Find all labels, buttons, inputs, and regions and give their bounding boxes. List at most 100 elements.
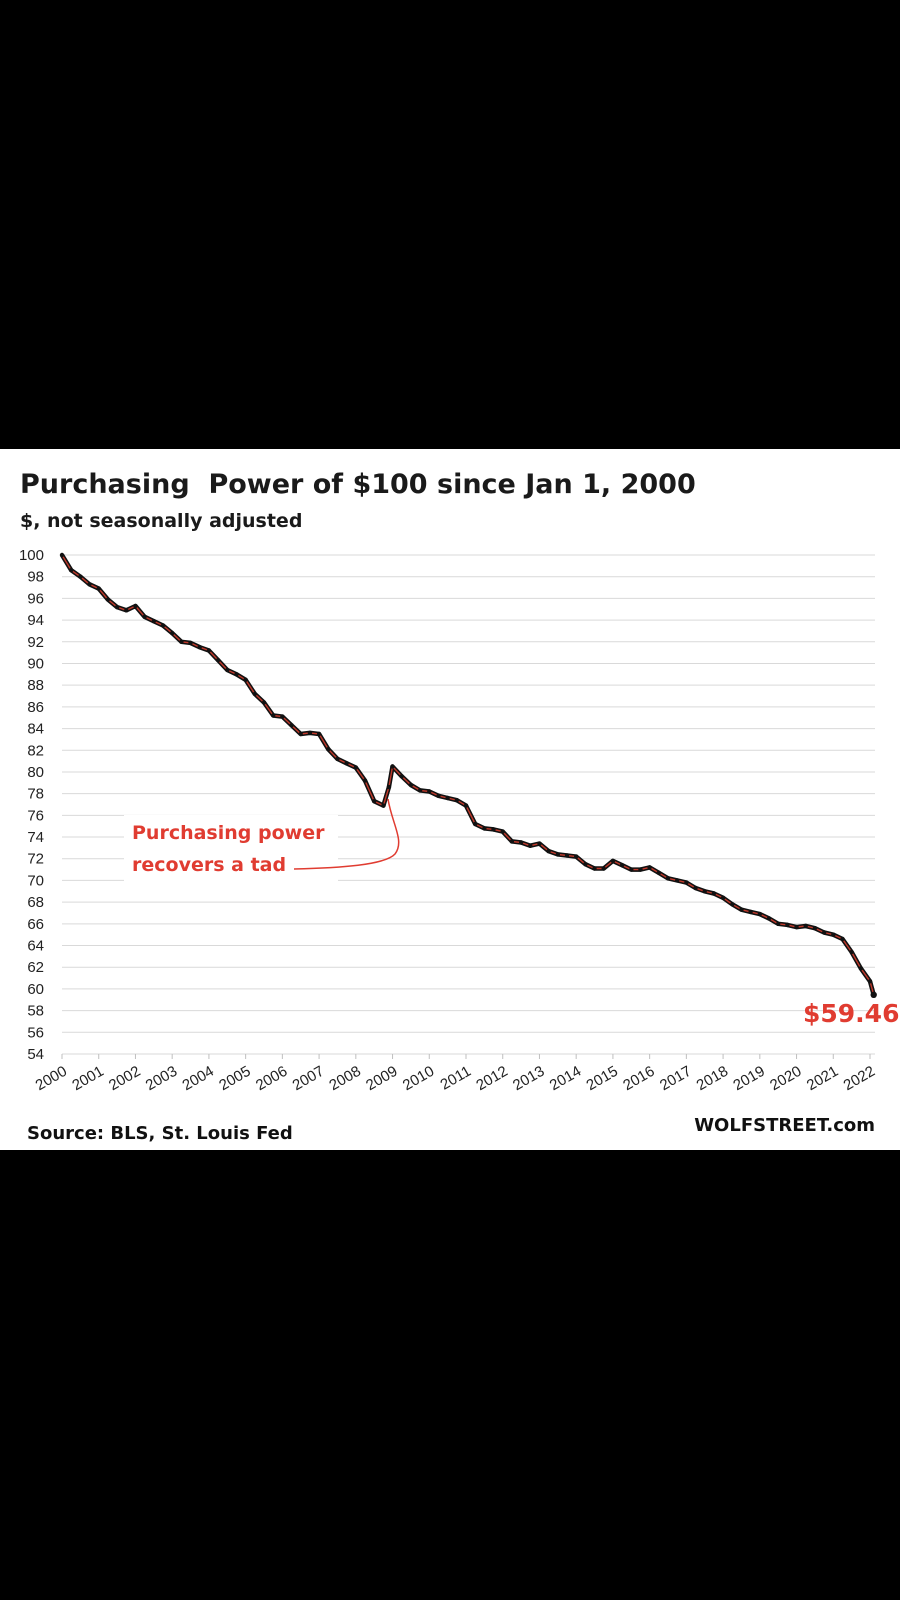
x-tick-label: 2000 [33, 1063, 70, 1094]
data-point [766, 916, 772, 921]
data-point [179, 639, 184, 644]
series-line-outline [60, 553, 876, 996]
y-tick-label: 72 [27, 851, 44, 868]
data-point [78, 574, 83, 579]
data-point [610, 858, 616, 864]
data-point [124, 608, 129, 613]
data-point [142, 614, 147, 619]
chart-svg: Purchasing Power of $100 since Jan 1, 20… [19, 469, 900, 1144]
data-point [831, 932, 836, 937]
y-tick-label: 90 [27, 655, 44, 672]
series-line [61, 554, 875, 995]
data-point [849, 949, 854, 955]
last-data-point [870, 991, 877, 998]
data-point [353, 765, 358, 770]
data-point [546, 848, 551, 854]
data-point [69, 568, 74, 573]
data-point [160, 623, 166, 628]
data-point [197, 645, 202, 650]
annotation-connector [293, 798, 400, 870]
y-tick-label: 60 [27, 981, 44, 998]
data-point [555, 852, 560, 857]
x-tick-label: 2015 [584, 1063, 621, 1094]
data-point [215, 658, 221, 663]
data-point [647, 865, 652, 870]
y-tick-label: 76 [27, 807, 44, 824]
data-point [528, 843, 533, 848]
last-value-label: $59.46 [803, 999, 899, 1028]
chart-subtitle: $, not seasonally adjusted [20, 510, 302, 532]
data-point [748, 909, 753, 915]
data-point [170, 630, 175, 636]
data-point [344, 761, 349, 766]
data-point [684, 880, 689, 885]
x-tick-label: 2012 [473, 1063, 510, 1094]
y-tick-label: 100 [19, 547, 44, 564]
data-point [665, 876, 671, 881]
data-point [316, 731, 322, 737]
y-tick-label: 92 [27, 634, 44, 651]
data-point [261, 700, 267, 705]
data-point [417, 788, 423, 793]
data-point [785, 922, 790, 928]
x-tick-label: 2016 [620, 1063, 657, 1094]
data-point [454, 798, 459, 803]
y-tick-label: 66 [27, 916, 44, 933]
data-point [298, 731, 303, 737]
data-point [592, 866, 597, 871]
x-tick-label: 2004 [180, 1063, 217, 1094]
data-point [390, 764, 395, 769]
data-point [87, 582, 92, 587]
y-tick-label: 58 [27, 1003, 44, 1020]
x-tick-label: 2011 [438, 1063, 474, 1094]
data-point [271, 713, 276, 718]
data-point [381, 803, 386, 808]
x-tick-label: 2001 [69, 1063, 106, 1094]
data-point [757, 911, 762, 917]
data-point [105, 597, 111, 602]
data-point [867, 979, 873, 984]
data-point [537, 841, 542, 846]
data-point [206, 648, 212, 653]
x-tick-label: 2005 [216, 1063, 253, 1094]
y-tick-label: 62 [27, 959, 44, 976]
chart-title: Purchasing Power of $100 since Jan 1, 20… [20, 469, 696, 500]
x-tick-label: 2014 [547, 1063, 584, 1094]
data-point [629, 867, 634, 872]
data-point [307, 730, 313, 736]
data-point [656, 870, 661, 875]
data-point [225, 667, 230, 673]
x-tick-label: 2008 [326, 1063, 363, 1094]
y-tick-label: 78 [27, 786, 44, 803]
series-layer [59, 552, 877, 998]
data-point [335, 756, 340, 762]
source-note: Source: BLS, St. Louis Fed [27, 1123, 293, 1144]
data-point [491, 827, 496, 832]
x-tick-label: 2017 [657, 1063, 694, 1094]
data-point [96, 586, 101, 591]
data-point [711, 891, 717, 896]
chart-panel: Purchasing Power of $100 since Jan 1, 20… [0, 449, 900, 1150]
data-point [151, 619, 156, 624]
x-tick-label: 2022 [841, 1063, 878, 1094]
annotation-text-line: Purchasing power [132, 822, 325, 844]
gridlines [62, 554, 875, 1055]
data-point [427, 789, 432, 794]
data-point [583, 862, 588, 867]
data-point [794, 924, 799, 930]
data-point [252, 691, 257, 697]
y-tick-label: 98 [27, 569, 44, 586]
annotation-background [124, 815, 338, 885]
data-point [601, 866, 606, 871]
brand-label: WOLFSTREET.com [694, 1115, 875, 1136]
data-point [482, 826, 487, 831]
data-point [821, 930, 827, 935]
data-point [693, 885, 698, 891]
data-point [362, 778, 368, 783]
data-point [463, 803, 469, 808]
data-point [243, 677, 248, 682]
data-point [675, 878, 680, 883]
data-point [133, 603, 138, 609]
data-point [840, 936, 845, 942]
x-tick-label: 2003 [143, 1063, 180, 1094]
